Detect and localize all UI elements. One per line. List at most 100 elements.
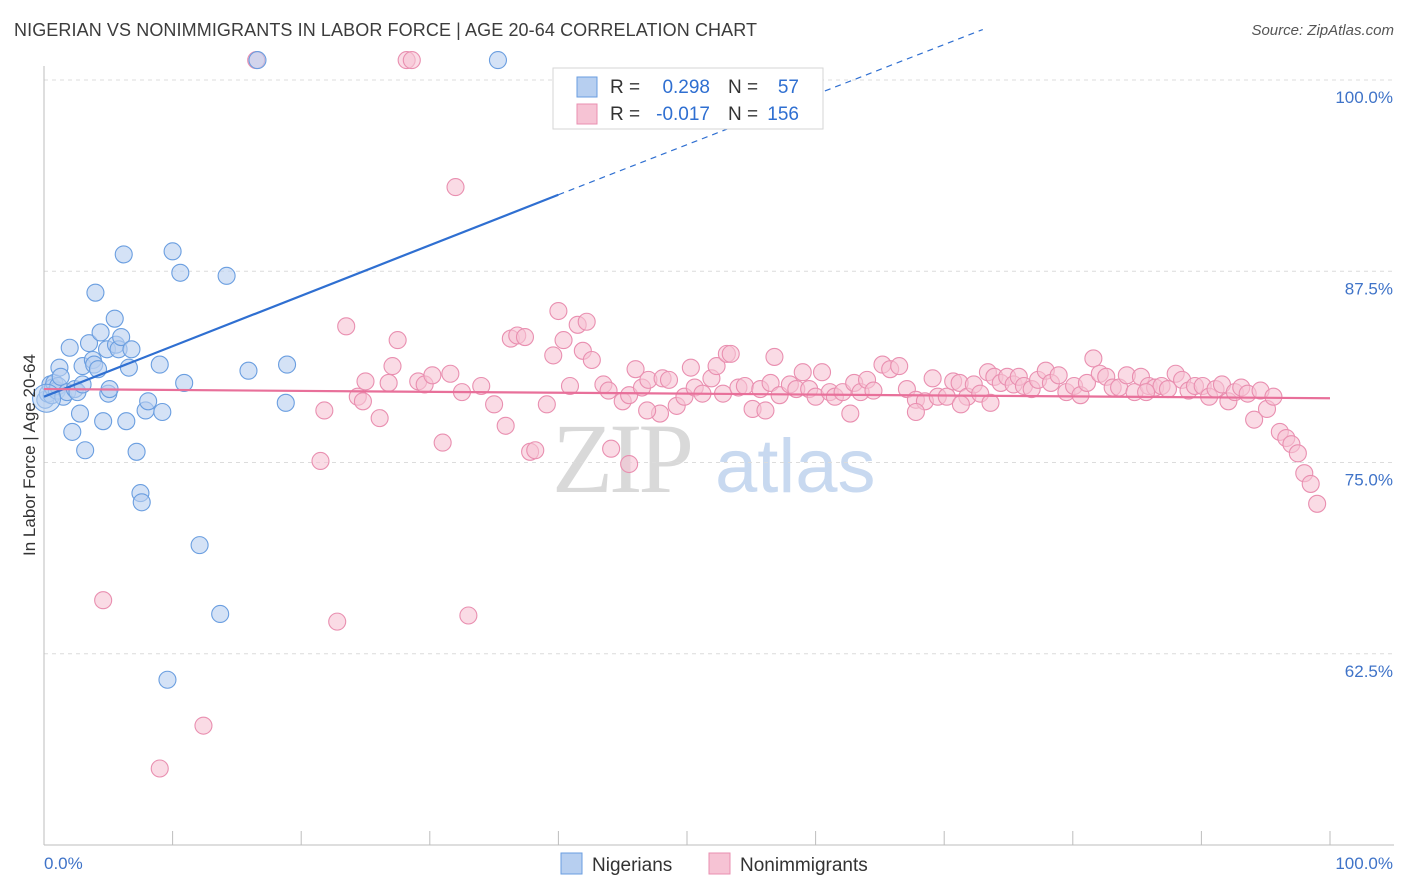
nigerians-point-53 (278, 355, 297, 374)
nonimmigrants-point-26 (485, 395, 504, 414)
trend-lines (43, 28, 1331, 400)
nonimmigrants-point-145 (1288, 444, 1307, 463)
nonimmigrants-point-92 (937, 387, 956, 406)
nigerians-point-54 (158, 670, 177, 689)
nonimmigrants-point-0 (94, 591, 113, 610)
nigerians-point-32 (112, 327, 131, 347)
nonimmigrants-point-72 (793, 363, 812, 382)
nonimmigrants-point-33 (537, 395, 556, 414)
nonimmigrants-point-113 (1077, 373, 1096, 392)
nonimmigrants-point-24 (459, 606, 478, 625)
nonimmigrants-point-109 (1049, 366, 1068, 385)
nonimmigrants-point-59 (707, 357, 726, 376)
y-axis-title: In Labor Force | Age 20-64 (20, 354, 39, 556)
nigerians-point-51 (248, 51, 267, 70)
x-tick-labels: 0.0% 100.0% (44, 854, 1393, 873)
nonimmigrants-point-35 (549, 301, 568, 321)
nigerians-point-55 (488, 51, 508, 70)
nigerians-point-19 (79, 334, 99, 353)
nonimmigrants-point-6 (328, 612, 347, 631)
nonimmigrants-point-7 (337, 317, 356, 336)
nonimmigrants-point-47 (626, 360, 645, 379)
nigerians-point-47 (190, 536, 209, 555)
nigerians-point-44 (163, 242, 182, 261)
nigerians-point-39 (132, 493, 151, 512)
x-tick-label-0: 0.0% (44, 854, 83, 873)
nonimmigrants-point-21 (441, 364, 460, 383)
nigerians-point-24 (91, 323, 110, 342)
legend-r-label-1: R = (610, 77, 640, 98)
nonimmigrants-point-153 (765, 347, 784, 366)
nigerians-point-33 (114, 245, 133, 264)
nonimmigrants-point-27 (496, 416, 515, 435)
nonimmigrants-point-149 (620, 454, 639, 474)
nigerians-point-29 (105, 309, 124, 328)
y-tick-label-2: 75.0% (1345, 471, 1393, 490)
legend-n-value-2: 156 (767, 104, 799, 125)
nonimmigrants-point-155 (1137, 383, 1156, 402)
legend-r-value-1: 0.298 (662, 77, 710, 98)
nigerians-point-25 (94, 412, 113, 431)
nonimmigrants-point-37 (560, 376, 580, 396)
legend-n-label-1: N = (728, 77, 758, 98)
nigerians-point-42 (150, 355, 169, 374)
nonimmigrants-point-25 (472, 376, 491, 396)
nonimmigrants-points (94, 51, 1327, 778)
nonimmigrants-point-12 (379, 373, 398, 392)
nigerians-point-36 (122, 340, 141, 359)
nigerians-point-13 (63, 422, 82, 441)
y-tick-label-1: 87.5% (1345, 279, 1393, 298)
watermark-atlas: atlas (715, 424, 876, 509)
nigerians-swatch (576, 76, 598, 98)
nigerians-point-41 (139, 392, 158, 411)
nonimmigrants-trend-line (43, 387, 1331, 400)
y-tick-label-3: 62.5% (1345, 662, 1393, 681)
nigerians-point-37 (127, 442, 146, 461)
nonimmigrants-point-83 (864, 381, 883, 400)
nonimmigrants-point-20 (433, 433, 452, 452)
nonimmigrants-point-64 (735, 376, 754, 396)
nonimmigrants-point-41 (582, 350, 601, 370)
source-credit: Source: ZipAtlas.com (1251, 22, 1394, 39)
nonimmigrants-point-16 (402, 51, 421, 70)
nonimmigrants-point-13 (383, 357, 402, 376)
nonimmigrants-point-86 (890, 357, 909, 376)
nonimmigrants-point-154 (638, 401, 657, 420)
legend-nigerians-label: Nigerians (592, 855, 672, 876)
nigerians-point-cluster (32, 383, 62, 413)
nonimmigrants-point-79 (841, 404, 860, 423)
nonimmigrants-point-55 (681, 358, 700, 377)
nonimmigrants-point-30 (515, 327, 535, 347)
nonimmigrants-point-150 (906, 402, 925, 422)
nonimmigrants-point-148 (1308, 494, 1327, 513)
nonimmigrants-point-36 (554, 331, 573, 350)
legend-nigerians-swatch (560, 852, 583, 875)
nonimmigrants-point-52 (659, 370, 679, 389)
x-ticks (43, 831, 1331, 845)
nigerians-point-34 (117, 412, 136, 431)
legend-nonimmigrants-label: Nonimmigrants (740, 855, 868, 876)
nigerians-point-18 (76, 441, 95, 460)
nonimmigrants-point-9 (353, 392, 372, 411)
nigerians-point-46 (175, 373, 194, 392)
nonimmigrants-point-68 (761, 373, 780, 392)
nonimmigrants-point-152 (981, 393, 1000, 412)
nigerians-trend-extension (558, 28, 983, 196)
nonimmigrants-point-19 (423, 366, 442, 385)
nigerians-trend-line (43, 193, 559, 398)
nonimmigrants-point-43 (599, 381, 618, 400)
nigerians-point-22 (86, 283, 105, 302)
nonimmigrants-point-147 (1301, 474, 1320, 493)
nonimmigrants-point-138 (1245, 410, 1264, 429)
nonimmigrants-point-114 (1084, 349, 1103, 368)
nonimmigrants-point-40 (577, 312, 596, 331)
legend-r-label-2: R = (610, 104, 640, 125)
nigerians-point-12 (60, 338, 79, 357)
nonimmigrants-point-62 (721, 344, 740, 363)
nigerians-point-9 (51, 367, 70, 386)
nigerians-point-50 (239, 361, 258, 380)
axes (43, 66, 1394, 846)
nonimmigrants-point-14 (388, 331, 407, 350)
watermark-zip: ZIP (552, 403, 690, 514)
